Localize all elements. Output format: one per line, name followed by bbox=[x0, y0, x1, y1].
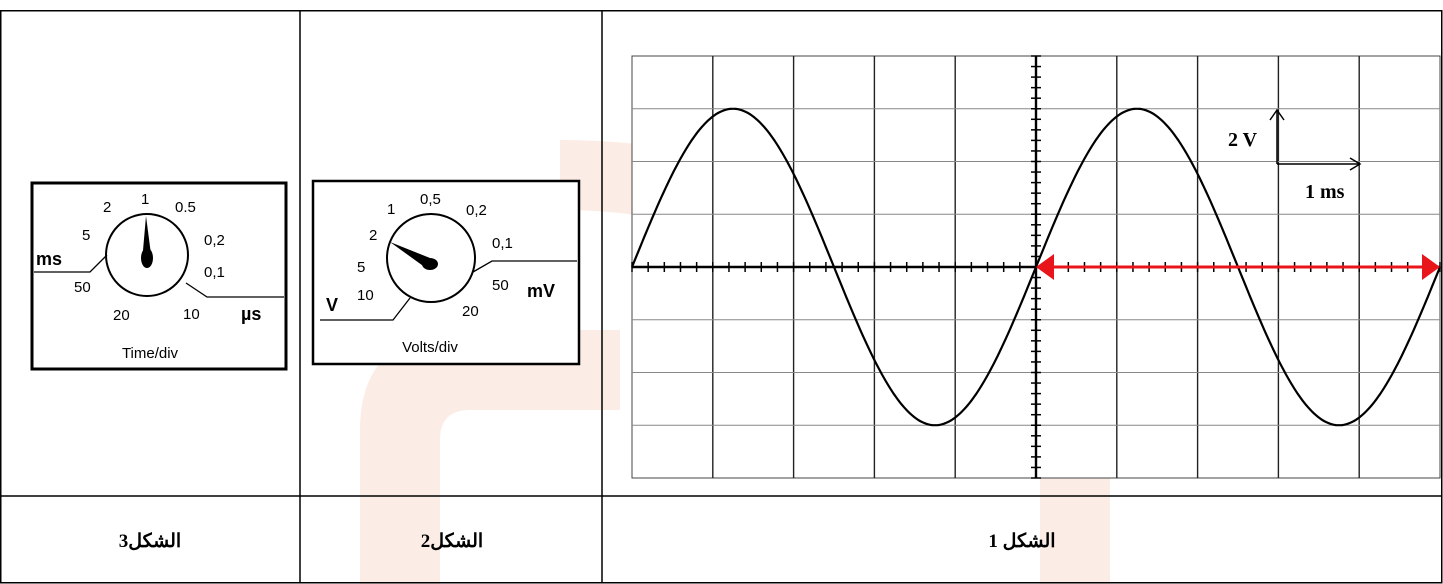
volts-title: Volts/div bbox=[402, 339, 458, 356]
time-label-20: 20 bbox=[113, 307, 130, 324]
time-label-5: 5 bbox=[82, 227, 90, 244]
knob-pointer-base bbox=[141, 248, 153, 268]
layout-table bbox=[0, 10, 1443, 584]
volts-unit-left: V bbox=[326, 295, 338, 315]
volts-label-5: 5 bbox=[357, 259, 365, 276]
scale-vertical-arrow-head bbox=[1269, 108, 1285, 121]
time-div-knob-panel: ms µs Time/div 50 5 2 1 0.5 0,2 0,1 10 2… bbox=[30, 181, 288, 371]
volts-label-20: 20 bbox=[462, 303, 479, 320]
volts-label-0-1: 0,1 bbox=[492, 235, 513, 252]
caption-figure-2: الشكل2 bbox=[421, 531, 483, 552]
scale-vertical-label: 2 V bbox=[1228, 129, 1258, 151]
knob-mv-scale-line bbox=[472, 260, 577, 273]
caption-figure-1: الشكل 1 bbox=[988, 531, 1055, 552]
knob-ms-scale-line bbox=[34, 254, 108, 273]
volts-label-10: 10 bbox=[357, 287, 374, 304]
time-label-0-2: 0,2 bbox=[204, 232, 225, 249]
arrow-head-left bbox=[1036, 254, 1054, 280]
knob-pointer-base bbox=[422, 258, 438, 270]
time-label-0-5: 0.5 bbox=[175, 199, 196, 216]
time-unit-left: ms bbox=[36, 249, 62, 269]
caption-figure-3: الشكل3 bbox=[119, 531, 181, 552]
volts-label-0-2: 0,2 bbox=[466, 202, 487, 219]
knob-dial bbox=[386, 213, 476, 303]
volts-label-1: 1 bbox=[387, 201, 395, 218]
scale-horizontal-arrow-head bbox=[1349, 157, 1362, 171]
time-label-1: 1 bbox=[141, 191, 149, 208]
knob-v-scale-line bbox=[320, 297, 411, 321]
volts-div-knob-panel: V mV Volts/div 10 5 2 1 0,5 0,2 0,1 50 2… bbox=[311, 179, 581, 366]
knob-us-scale-line bbox=[185, 282, 284, 298]
time-label-50: 50 bbox=[74, 279, 91, 296]
volts-unit-right: mV bbox=[527, 281, 555, 301]
scale-horizontal-label: 1 ms bbox=[1305, 181, 1345, 203]
volts-label-50: 50 bbox=[492, 277, 509, 294]
time-label-10: 10 bbox=[183, 306, 200, 323]
scale-indicator: 2 V 1 ms bbox=[1228, 108, 1362, 203]
arrow-head-right bbox=[1422, 254, 1440, 280]
time-unit-right: µs bbox=[241, 304, 261, 324]
time-label-0-1: 0,1 bbox=[204, 264, 225, 281]
time-title: Time/div bbox=[122, 345, 179, 362]
knob-pointer bbox=[390, 242, 430, 268]
measurement-double-arrow bbox=[1036, 254, 1440, 280]
volts-label-0-5: 0,5 bbox=[420, 191, 441, 208]
volts-label-2: 2 bbox=[369, 227, 377, 244]
time-label-2: 2 bbox=[103, 199, 111, 216]
oscilloscope-screen: 2 V 1 ms bbox=[630, 55, 1442, 479]
